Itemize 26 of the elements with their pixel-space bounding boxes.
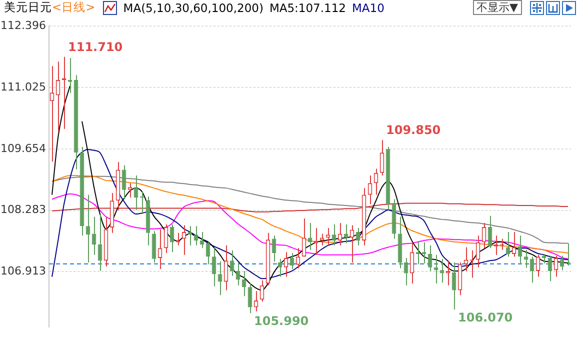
candlestick [524,249,528,268]
candlestick [140,191,144,215]
candlestick [128,182,132,198]
line-series [52,149,568,280]
candlestick [506,231,510,258]
candlestick [350,224,354,263]
annotation: 109.850 [386,123,441,138]
y-tick-label: 108.283 [0,203,46,216]
candlestick [512,231,516,258]
y-tick-label: 109.654 [0,142,46,155]
candlestick [542,253,546,264]
text: MA5:107.112 [269,0,346,14]
annotation: 105.990 [254,314,309,328]
line-series [52,193,568,260]
annotation: 111.710 [68,40,123,54]
candlestick [254,290,258,312]
legend-title: MA(5,10,30,60,100,200) [123,0,264,14]
y-tick-label: 112.396 [0,18,46,32]
candlestick [326,227,330,246]
line-series [52,202,568,212]
chart-subtitle: <日线> [52,0,96,14]
annotation: 106.070 [458,310,513,325]
y-tick-label: 106.913 [0,264,46,278]
text: 不显示▼ [472,0,522,15]
y-tick-label: 111.025 [0,80,46,94]
text: MA10 [352,0,384,14]
